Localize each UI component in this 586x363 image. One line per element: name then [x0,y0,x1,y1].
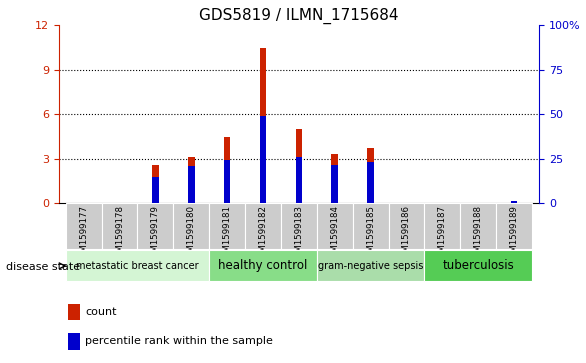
Bar [460,203,496,249]
Bar [138,203,173,249]
Bar [332,154,338,203]
Bar [295,129,302,203]
Bar [68,333,80,350]
Text: GSM1599179: GSM1599179 [151,205,160,262]
Bar [152,177,159,203]
Bar [317,250,424,281]
Bar [389,203,424,249]
Text: tuberculosis: tuberculosis [442,260,514,272]
Bar [152,165,159,203]
Text: count: count [85,307,117,317]
Bar [245,203,281,249]
Text: GSM1599181: GSM1599181 [223,205,231,263]
Text: disease state: disease state [6,262,80,272]
Text: GSM1599189: GSM1599189 [509,205,519,262]
Text: GSM1599185: GSM1599185 [366,205,375,263]
Bar [173,203,209,249]
Bar [317,203,353,249]
Bar [496,203,532,249]
Bar [209,203,245,249]
Bar [188,157,195,203]
Bar [224,160,230,203]
Bar [295,157,302,203]
Text: GSM1599180: GSM1599180 [187,205,196,263]
Bar [424,203,460,249]
Text: GSM1599186: GSM1599186 [402,205,411,263]
Bar [209,250,317,281]
Text: GSM1599187: GSM1599187 [438,205,447,263]
Text: GSM1599178: GSM1599178 [115,205,124,263]
Text: gram-negative sepsis: gram-negative sepsis [318,261,423,271]
Text: GSM1599177: GSM1599177 [79,205,88,263]
Bar [260,116,266,203]
Text: GSM1599183: GSM1599183 [294,205,304,263]
Bar [367,148,374,203]
Bar [424,250,532,281]
Bar [281,203,317,249]
Text: healthy control: healthy control [219,260,308,272]
Bar [188,166,195,203]
Bar [260,48,266,203]
Bar [101,203,138,249]
Bar [66,250,209,281]
Bar [68,304,80,320]
Text: GSM1599182: GSM1599182 [258,205,267,263]
Bar [332,166,338,203]
Text: GSM1599184: GSM1599184 [331,205,339,263]
Title: GDS5819 / ILMN_1715684: GDS5819 / ILMN_1715684 [199,8,398,24]
Text: percentile rank within the sample: percentile rank within the sample [85,337,273,346]
Bar [367,162,374,203]
Bar [353,203,389,249]
Text: metastatic breast cancer: metastatic breast cancer [76,261,199,271]
Bar [224,136,230,203]
Bar [511,201,517,203]
Text: GSM1599188: GSM1599188 [473,205,483,263]
Bar [66,203,101,249]
